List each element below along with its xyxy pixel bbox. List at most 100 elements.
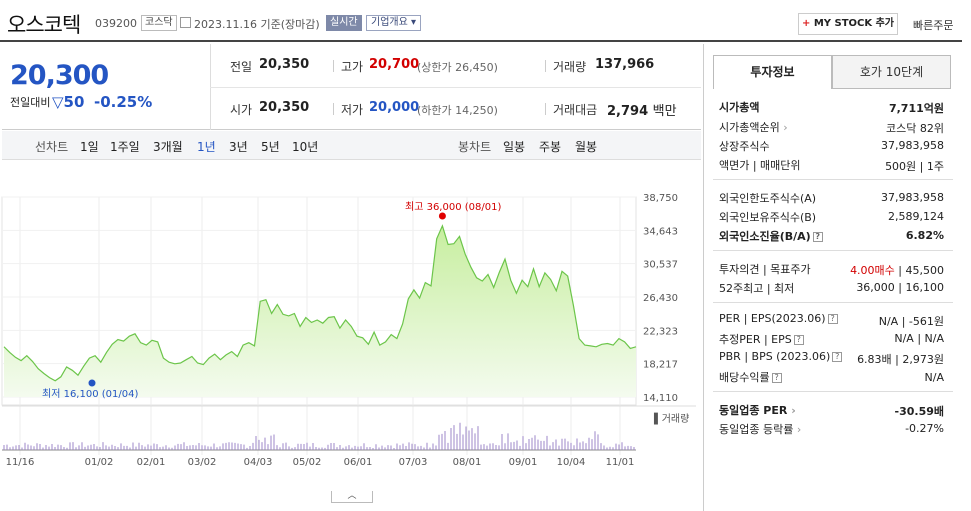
y-tick-label: 22,323 — [643, 326, 678, 337]
open-label: 시가 — [230, 103, 253, 117]
x-tick-label: 11/16 — [6, 457, 35, 468]
x-tick-label: 05/02 — [293, 457, 322, 468]
listed-shares-label: 상장주식수 — [719, 140, 770, 153]
est-per-value: N/A | N/A — [894, 332, 944, 345]
period-3m[interactable]: 3개월 — [153, 140, 183, 154]
divider — [713, 250, 953, 251]
help-icon[interactable]: ? — [832, 352, 843, 362]
realtime-button[interactable]: 실시간 — [326, 15, 362, 31]
x-tick-label: 07/03 — [399, 457, 428, 468]
quick-order-link[interactable]: 빠른주문 — [913, 19, 954, 32]
down-triangle-icon: ▽ — [52, 93, 64, 111]
x-tick-label: 10/04 — [557, 457, 586, 468]
tab-hoga-10[interactable]: 호가 10단계 — [832, 55, 951, 89]
divider — [545, 103, 546, 115]
industry-per-value: -30.59배 — [894, 405, 944, 418]
candle-weekly[interactable]: 주봉 — [539, 140, 562, 154]
foreign-held-value: 2,589,124 — [888, 210, 944, 223]
low-value: 20,000 — [369, 100, 420, 115]
price-chart[interactable]: 38,750 34,643 30,537 26,430 22,323 18,217 14,1… — [0, 160, 700, 490]
expand-chart-button[interactable]: ︿ — [331, 491, 373, 503]
current-price: 20,300 — [10, 60, 109, 91]
candle-daily[interactable]: 일봉 — [503, 140, 526, 154]
candle-monthly[interactable]: 월봉 — [575, 140, 598, 154]
prev-close-label: 전일 — [230, 60, 253, 74]
trade-value-label: 거래대금 — [553, 103, 598, 117]
volume-label: ▌거래량 — [653, 412, 689, 425]
help-icon[interactable]: ? — [771, 373, 782, 383]
market-cap-rank-value: 코스닥 82위 — [886, 122, 944, 135]
tab-invest-info[interactable]: 투자정보 — [713, 55, 832, 89]
period-1d[interactable]: 1일 — [80, 140, 99, 154]
help-icon[interactable]: ? — [812, 232, 823, 242]
invest-info-panel: 투자정보 호가 10단계 시가총액 7,711억원 시가총액순위 › 코스닥 8… — [703, 44, 962, 511]
divider — [210, 87, 701, 88]
pbr-bps-value: 6.83배 | 2,973원 — [857, 353, 944, 366]
upper-limit: (상한가 26,450) — [417, 61, 498, 74]
dividend-value: N/A — [924, 371, 944, 384]
low-label: 저가 — [341, 103, 364, 117]
help-icon[interactable]: ? — [827, 314, 838, 324]
change-label: 전일대비 — [10, 96, 51, 109]
x-tick-label: 08/01 — [453, 457, 482, 468]
price-summary: 20,300 전일대비 ▽50 -0.25% 전일 20,350 고가 20,7… — [2, 44, 701, 130]
x-tick-label: 04/03 — [244, 457, 273, 468]
x-tick-label: 03/02 — [188, 457, 217, 468]
industry-change-label[interactable]: 동일업종 등락률 › — [719, 423, 802, 436]
market-cap-value: 7,711억원 — [888, 102, 944, 115]
tab-underline — [713, 88, 951, 89]
divider — [713, 302, 953, 303]
per-eps-value: N/A | -561원 — [878, 315, 944, 328]
change-value: ▽50 — [52, 93, 85, 111]
high-value: 20,700 — [369, 57, 420, 72]
volume-label: 거래량 — [553, 60, 587, 74]
line-chart-label: 선차트 — [35, 140, 69, 154]
x-tick-label: 06/01 — [344, 457, 373, 468]
stock-header: 오스코텍 039200 코스닥 2023.11.16 기준(장마감) 실시간 기… — [0, 0, 962, 42]
pbr-bps-label: PBR | BPS (2023.06)? — [719, 350, 843, 363]
help-icon[interactable]: ? — [793, 335, 804, 345]
divider — [713, 391, 953, 392]
calendar-icon — [180, 17, 191, 28]
industry-change-value: -0.27% — [905, 422, 944, 435]
par-value-label: 액면가 | 매매단위 — [719, 159, 801, 172]
max-label: 최고 36,000 (08/01) — [405, 201, 501, 213]
trade-value: 2,794 백만 — [607, 104, 677, 119]
divider — [333, 60, 334, 72]
price-line — [3, 224, 637, 382]
company-overview-dropdown[interactable]: 기업개요 ▾ — [366, 15, 422, 31]
x-tick-label: 02/01 — [137, 457, 166, 468]
y-tick-label: 26,430 — [643, 293, 678, 304]
52w-label: 52주최고 | 최저 — [719, 282, 795, 295]
min-label: 최저 16,100 (01/04) — [42, 388, 138, 400]
stock-code: 039200 — [95, 17, 137, 30]
y-tick-label: 18,217 — [643, 360, 678, 371]
divider — [713, 179, 953, 180]
change-percent: -0.25% — [94, 93, 153, 111]
divider — [333, 103, 334, 115]
industry-per-label[interactable]: 동일업종 PER › — [719, 404, 796, 417]
add-my-stock-button[interactable]: + MY STOCK 추가 — [798, 13, 898, 35]
company-name: 오스코텍 — [7, 13, 81, 37]
min-marker — [88, 379, 96, 387]
listed-shares-value: 37,983,958 — [881, 139, 944, 152]
lower-limit: (하한가 14,250) — [417, 104, 498, 117]
x-tick-label: 09/01 — [509, 457, 538, 468]
period-5y[interactable]: 5년 — [261, 140, 280, 154]
period-1y[interactable]: 1년 — [197, 140, 216, 154]
foreign-ratio-value: 6.82% — [905, 229, 944, 242]
period-3y[interactable]: 3년 — [229, 140, 248, 154]
y-tick-label: 14,110 — [643, 393, 678, 404]
chevron-down-icon: ▾ — [411, 17, 417, 28]
per-eps-label: PER | EPS(2023.06)? — [719, 312, 838, 325]
period-10y[interactable]: 10년 — [292, 140, 319, 154]
foreign-limit-value: 37,983,958 — [881, 191, 944, 204]
opinion-label: 투자의견 | 목표주가 — [719, 263, 811, 276]
plus-icon: + — [801, 18, 811, 29]
period-1w[interactable]: 1주일 — [110, 140, 140, 154]
par-value-value: 500원 | 1주 — [885, 160, 944, 173]
x-tick-label: 01/02 — [85, 457, 114, 468]
foreign-held-label: 외국인보유주식수(B) — [719, 211, 817, 224]
market-cap-rank-label[interactable]: 시가총액순위 › — [719, 121, 788, 134]
prev-close-value: 20,350 — [259, 57, 310, 72]
